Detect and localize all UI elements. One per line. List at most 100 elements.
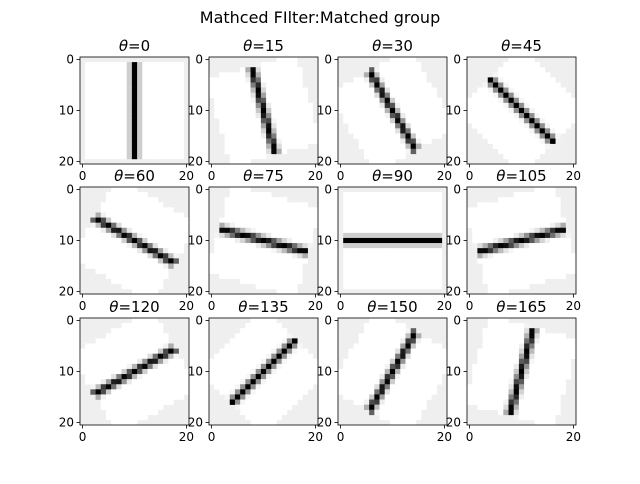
kernel-pixel — [477, 237, 483, 244]
kernel-pixel — [513, 143, 520, 150]
kernel-pixel — [508, 394, 515, 400]
kernel-pixel — [147, 138, 153, 144]
kernel-pixel — [544, 207, 551, 213]
kernel-pixel — [534, 148, 540, 155]
kernel-pixel — [426, 389, 432, 395]
kernel-pixel — [266, 82, 272, 88]
kernel-pixel — [121, 278, 128, 285]
kernel-pixel — [260, 67, 267, 73]
panel-title: θ=165 — [496, 298, 546, 316]
kernel-pixel — [410, 363, 417, 370]
kernel-pixel — [281, 384, 288, 390]
kernel-pixel — [126, 187, 133, 193]
kernel-pixel — [168, 77, 174, 83]
kernel-pixel — [173, 118, 179, 124]
kernel-pixel — [343, 82, 349, 88]
kernel-pixel — [353, 368, 360, 375]
kernel-pixel — [534, 187, 540, 193]
kernel-pixel — [219, 363, 225, 370]
kernel-pixel — [436, 343, 443, 349]
kernel-pixel — [163, 237, 169, 244]
kernel-pixel — [116, 97, 122, 104]
kernel-pixel — [529, 363, 535, 370]
y-tick-label: 20 — [317, 415, 332, 429]
kernel-pixel — [245, 138, 251, 144]
kernel-pixel — [384, 399, 391, 405]
kernel-pixel — [441, 363, 448, 370]
kernel-pixel — [498, 102, 504, 109]
kernel-pixel — [348, 202, 354, 208]
kernel-pixel — [266, 374, 272, 380]
kernel-pixel — [544, 258, 551, 264]
kernel-pixel — [477, 248, 483, 254]
kernel-pixel — [234, 148, 241, 155]
kernel-pixel — [436, 123, 443, 129]
kernel-pixel — [550, 263, 556, 269]
kernel-pixel — [100, 268, 107, 274]
kernel-pixel — [518, 62, 525, 68]
kernel-pixel — [137, 328, 143, 334]
kernel-pixel — [560, 118, 566, 124]
kernel-pixel — [544, 243, 551, 249]
kernel-pixel — [482, 222, 489, 229]
kernel-pixel — [410, 379, 417, 385]
kernel-pixel — [518, 333, 525, 339]
kernel-pixel — [292, 338, 298, 344]
kernel-pixel — [85, 343, 91, 349]
kernel-pixel — [529, 389, 535, 395]
kernel-pixel — [421, 207, 427, 213]
kernel-pixel — [271, 107, 277, 114]
kernel-pixel — [286, 138, 293, 144]
kernel-pixel — [266, 67, 272, 73]
kernel-pixel — [276, 384, 282, 390]
kernel-pixel — [374, 92, 380, 99]
kernel-pixel — [518, 92, 525, 99]
kernel-pixel — [353, 243, 360, 249]
kernel-pixel — [363, 353, 370, 360]
panel-title: θ=90 — [372, 167, 413, 185]
kernel-pixel — [534, 399, 540, 405]
kernel-pixel — [565, 353, 572, 360]
kernel-pixel — [534, 338, 540, 344]
kernel-pixel — [421, 82, 427, 88]
kernel-pixel — [353, 97, 360, 104]
kernel-pixel — [343, 118, 349, 124]
kernel-pixel — [503, 248, 509, 254]
kernel-pixel — [142, 67, 148, 73]
kernel-pixel — [358, 217, 365, 223]
kernel-pixel — [492, 123, 499, 129]
kernel-pixel — [131, 258, 138, 264]
kernel-pixel — [126, 237, 133, 244]
kernel-pixel — [503, 253, 509, 259]
kernel-pixel — [271, 374, 277, 380]
kernel-pixel — [276, 328, 282, 334]
kernel-pixel — [503, 323, 509, 329]
kernel-pixel — [358, 77, 365, 83]
kernel-pixel — [374, 227, 380, 234]
kernel-pixel — [472, 123, 478, 129]
kernel-pixel — [426, 123, 432, 129]
kernel-pixel — [168, 389, 174, 395]
kernel-pixel — [229, 77, 236, 83]
kernel-pixel — [487, 394, 494, 400]
kernel-pixel — [229, 379, 236, 385]
kernel-pixel — [152, 409, 159, 416]
kernel-pixel — [513, 358, 520, 365]
kernel-pixel — [431, 113, 437, 119]
kernel-pixel — [234, 263, 241, 269]
kernel-pixel — [544, 138, 551, 144]
kernel-pixel — [178, 389, 185, 395]
kernel-pixel — [224, 273, 231, 280]
kernel-pixel — [100, 253, 107, 259]
kernel-pixel — [503, 358, 509, 365]
kernel-pixel — [105, 107, 112, 114]
kernel-pixel — [348, 217, 354, 223]
kernel-pixel — [126, 72, 133, 78]
kernel-pixel — [353, 222, 360, 229]
kernel-pixel — [539, 384, 546, 390]
kernel-pixel — [234, 273, 241, 280]
kernel-pixel — [400, 379, 406, 385]
kernel-pixel — [482, 384, 489, 390]
kernel-pixel — [395, 107, 401, 114]
kernel-pixel — [467, 394, 473, 400]
